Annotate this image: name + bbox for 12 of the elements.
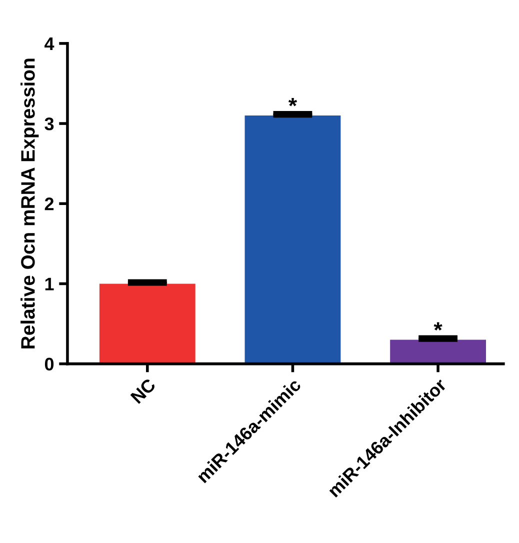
- annotation: *: [288, 98, 298, 106]
- y-tick-label: 1: [45, 278, 54, 290]
- bar: [244, 116, 341, 364]
- y-tick-label: 2: [44, 198, 54, 210]
- bar: [390, 340, 486, 364]
- y-tick-label: 3: [44, 117, 54, 130]
- y-tick-label: 4: [44, 38, 54, 50]
- bar: [99, 284, 196, 364]
- y-tick-label: 0: [44, 358, 54, 371]
- y-axis-title: Relative Ocn mRNA Expression: [20, 58, 39, 348]
- x-tick-label: NC: [130, 378, 156, 404]
- annotation: *: [434, 322, 442, 330]
